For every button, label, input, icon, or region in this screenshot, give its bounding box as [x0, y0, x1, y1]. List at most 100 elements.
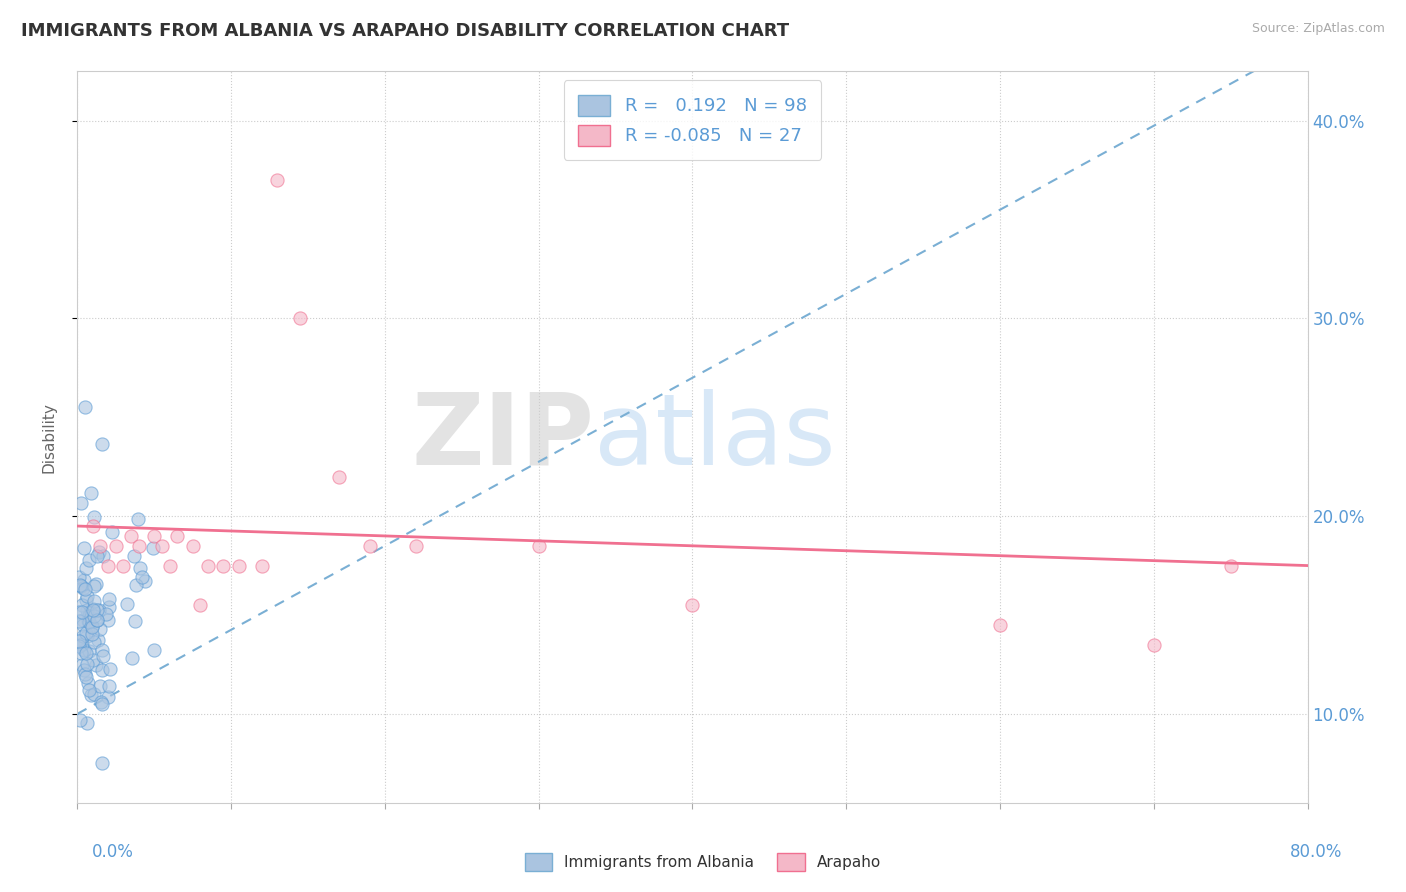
- Point: [84, 657, 107, 672]
- Point: [83, 509, 105, 524]
- Point: [101, 524, 124, 539]
- Point: [75, 582, 97, 596]
- Point: [159, 558, 181, 573]
- Point: [1219, 558, 1241, 573]
- Point: [104, 539, 127, 553]
- Point: [121, 651, 143, 665]
- Point: [97, 679, 120, 693]
- Point: [150, 539, 173, 553]
- Point: [73, 643, 96, 657]
- Point: [124, 549, 146, 564]
- Point: [87, 603, 110, 617]
- Point: [90, 756, 114, 771]
- Point: [72, 613, 94, 627]
- Point: [128, 539, 150, 553]
- Point: [290, 311, 312, 326]
- Point: [69, 713, 91, 727]
- Point: [97, 558, 120, 573]
- Text: IMMIGRANTS FROM ALBANIA VS ARAPAHO DISABILITY CORRELATION CHART: IMMIGRANTS FROM ALBANIA VS ARAPAHO DISAB…: [21, 22, 789, 40]
- Point: [112, 558, 135, 573]
- Point: [142, 541, 165, 555]
- Point: [131, 569, 153, 583]
- Point: [73, 666, 96, 681]
- Point: [70, 605, 93, 619]
- Point: [134, 574, 156, 588]
- Legend: R =   0.192   N = 98, R = -0.085   N = 27: R = 0.192 N = 98, R = -0.085 N = 27: [564, 80, 821, 160]
- Point: [73, 401, 96, 415]
- Point: [125, 578, 148, 592]
- Point: [87, 545, 110, 559]
- Point: [75, 647, 97, 661]
- Point: [91, 549, 114, 563]
- Point: [73, 642, 96, 657]
- Text: 0.0%: 0.0%: [91, 843, 134, 861]
- Text: Source: ZipAtlas.com: Source: ZipAtlas.com: [1251, 22, 1385, 36]
- Point: [86, 613, 108, 627]
- Point: [67, 615, 90, 629]
- Legend: Immigrants from Albania, Arapaho: Immigrants from Albania, Arapaho: [519, 847, 887, 877]
- Point: [69, 579, 91, 593]
- Point: [82, 519, 104, 533]
- Point: [76, 629, 98, 643]
- Point: [76, 716, 98, 731]
- Point: [328, 469, 350, 483]
- Point: [82, 652, 104, 666]
- Point: [91, 437, 114, 451]
- Point: [73, 573, 96, 587]
- Point: [77, 615, 100, 629]
- Point: [90, 663, 112, 677]
- Point: [97, 613, 120, 627]
- Point: [91, 648, 114, 663]
- Point: [70, 646, 93, 660]
- Point: [197, 558, 219, 573]
- Point: [79, 609, 101, 624]
- Point: [166, 529, 188, 543]
- Point: [91, 698, 114, 712]
- Point: [82, 619, 104, 633]
- Point: [84, 577, 107, 591]
- Point: [188, 598, 212, 612]
- Point: [181, 539, 204, 553]
- Text: atlas: atlas: [595, 389, 835, 485]
- Text: 80.0%: 80.0%: [1291, 843, 1343, 861]
- Point: [128, 561, 150, 575]
- Point: [72, 617, 94, 632]
- Point: [266, 173, 288, 187]
- Point: [83, 594, 105, 608]
- Point: [83, 687, 105, 701]
- Point: [97, 592, 120, 607]
- Point: [127, 512, 149, 526]
- Point: [115, 598, 138, 612]
- Point: [250, 558, 273, 573]
- Point: [73, 663, 96, 677]
- Text: ZIP: ZIP: [411, 389, 595, 485]
- Point: [228, 558, 250, 573]
- Point: [72, 630, 94, 644]
- Point: [80, 627, 103, 641]
- Point: [86, 549, 108, 563]
- Point: [124, 614, 146, 628]
- Point: [72, 581, 94, 595]
- Point: [988, 618, 1011, 632]
- Point: [75, 625, 97, 640]
- Point: [67, 633, 90, 648]
- Point: [77, 683, 100, 698]
- Point: [359, 539, 381, 553]
- Point: [67, 634, 90, 648]
- Point: [67, 639, 90, 653]
- Point: [83, 608, 105, 623]
- Point: [77, 675, 100, 690]
- Point: [76, 603, 98, 617]
- Point: [89, 622, 111, 636]
- Point: [86, 613, 108, 627]
- Point: [77, 644, 100, 658]
- Point: [91, 642, 114, 657]
- Point: [1143, 638, 1166, 652]
- Point: [89, 539, 111, 553]
- Point: [76, 589, 98, 603]
- Point: [80, 485, 103, 500]
- Point: [143, 642, 166, 657]
- Point: [98, 662, 121, 676]
- Point: [90, 694, 112, 708]
- Point: [70, 496, 93, 510]
